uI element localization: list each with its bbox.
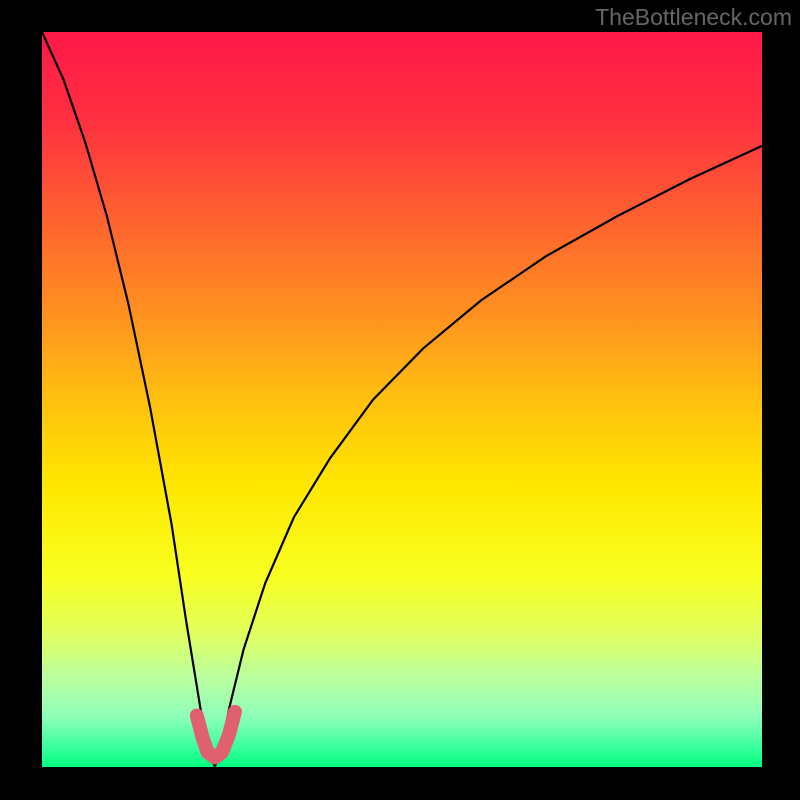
gradient-background [42,32,762,767]
bottleneck-chart [42,32,762,767]
watermark-text: TheBottleneck.com [595,4,792,31]
